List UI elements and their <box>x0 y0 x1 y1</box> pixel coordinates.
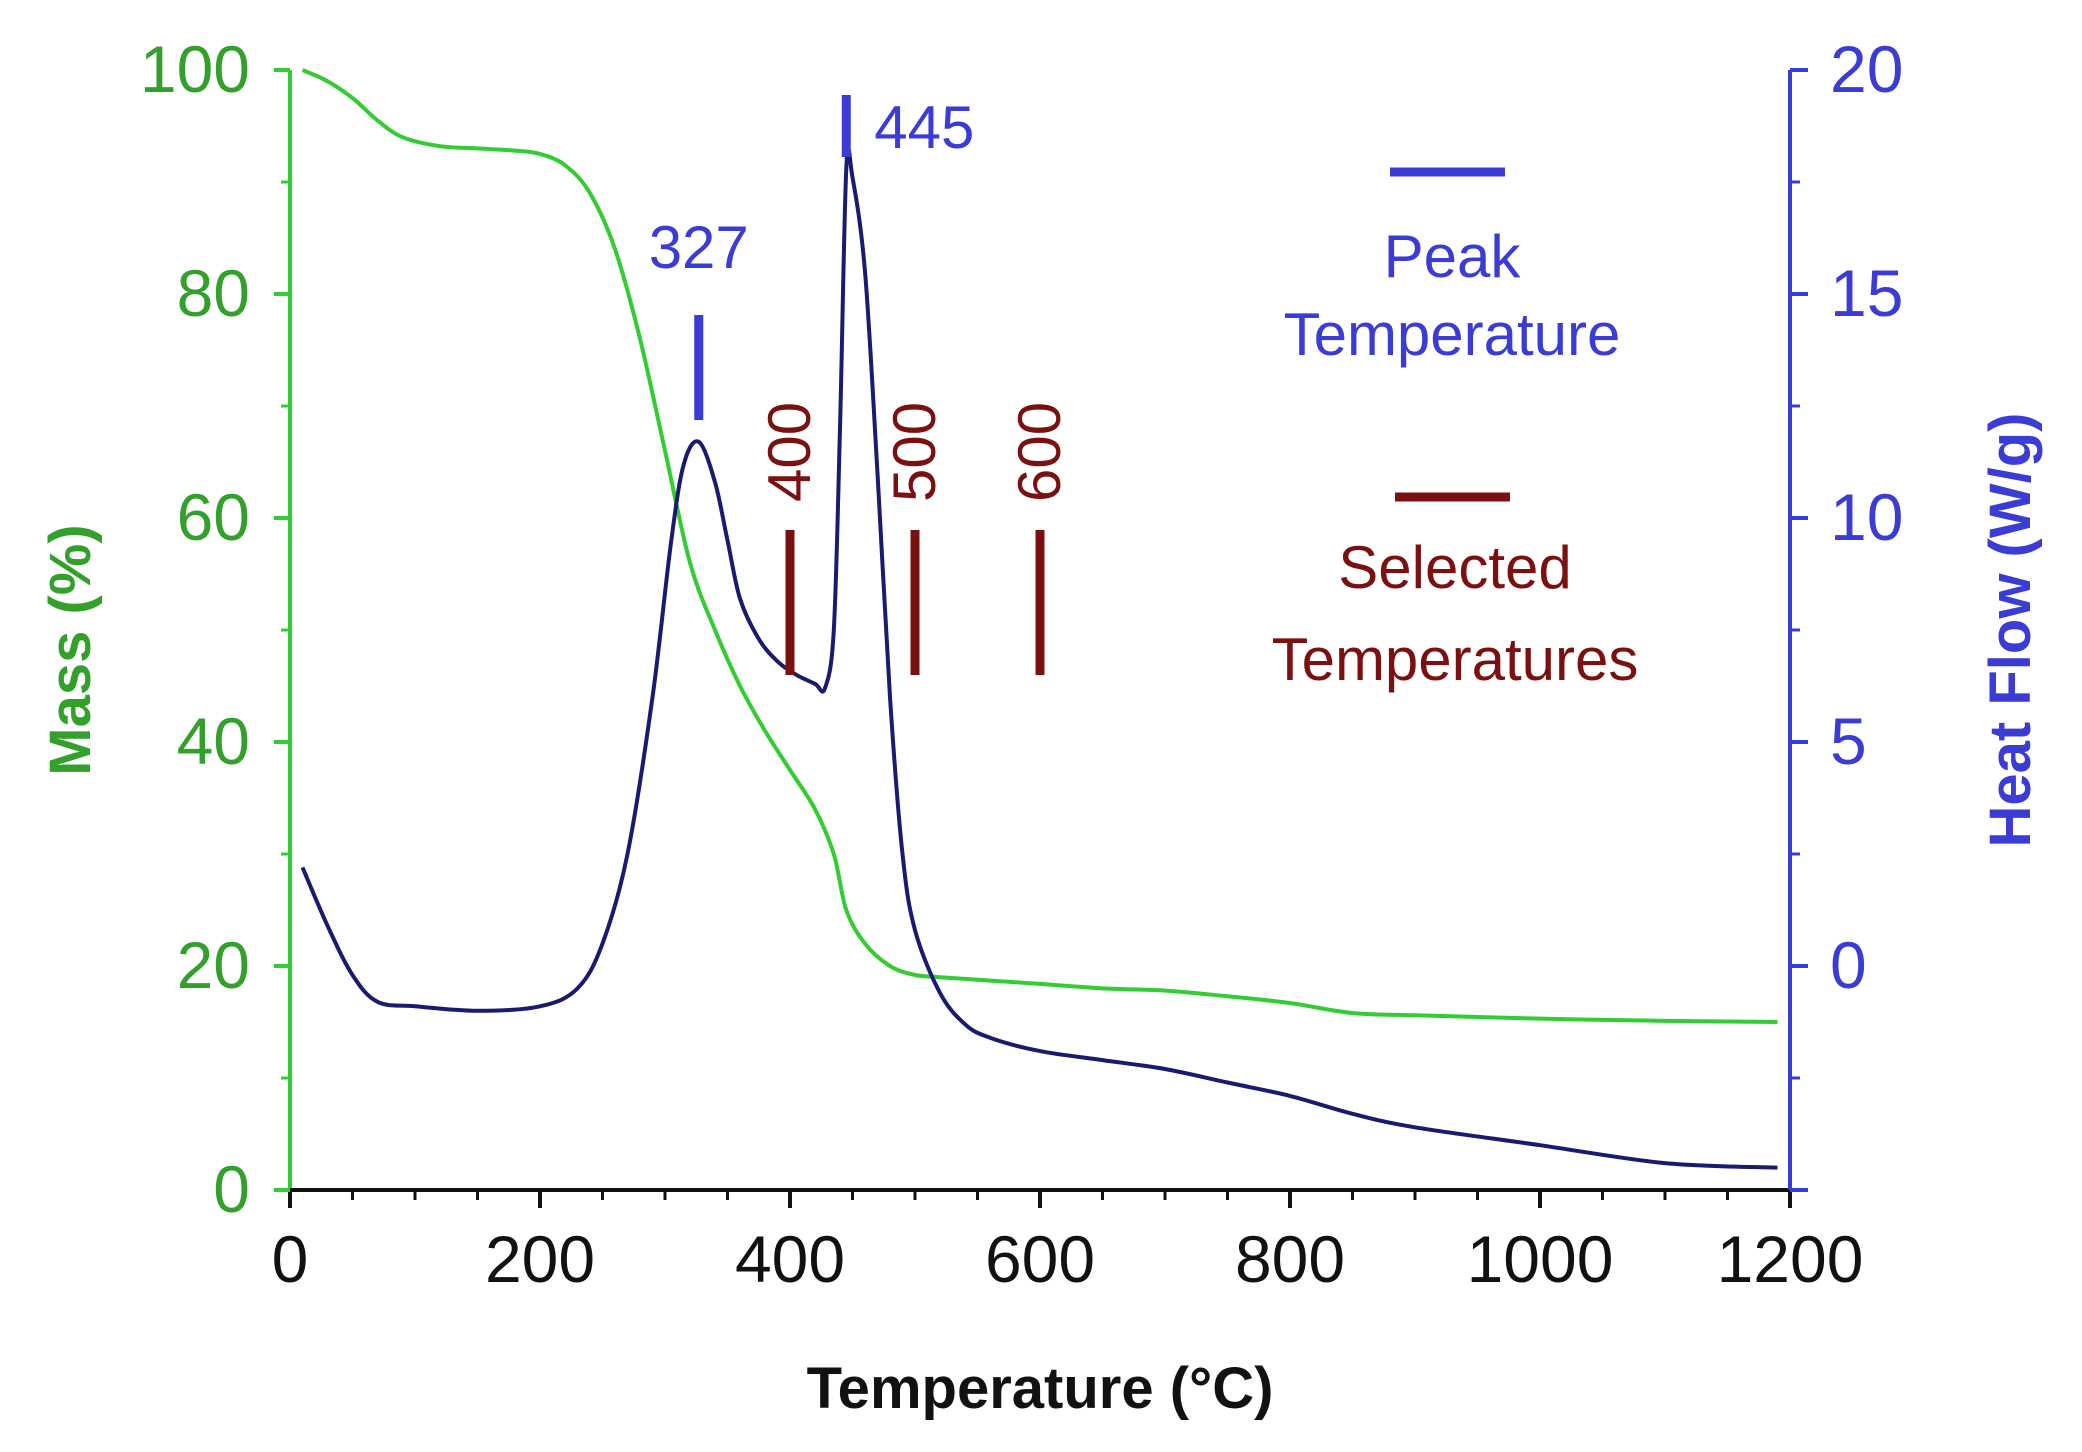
y-right-tick-label: 5 <box>1830 704 1867 778</box>
y-right-tick-label: 20 <box>1830 32 1903 106</box>
peak-marker-label: 327 <box>649 214 749 281</box>
legend: Peak Temperature Selected Temperatures <box>1272 167 1639 693</box>
heat-flow-series-line <box>300 146 1778 1170</box>
x-tick-label: 400 <box>735 1222 845 1296</box>
selected-temperature-markers: 400 500 600 <box>756 402 1073 675</box>
legend-selected-label-line1: Selected <box>1338 534 1572 601</box>
y-left-tick-label: 60 <box>177 480 250 554</box>
x-tick-label: 0 <box>272 1222 309 1296</box>
y-left-tick-label: 0 <box>213 1152 250 1226</box>
peak-temperature-markers: 327 445 <box>649 94 974 420</box>
y-left-tick-label: 80 <box>177 256 250 330</box>
y-left-axis-ticks: 0 20 40 60 80 100 <box>140 32 290 1226</box>
y-right-tick-label: 15 <box>1830 256 1903 330</box>
legend-selected-label-line2: Temperatures <box>1272 626 1639 693</box>
y-right-axis-ticks: 0 5 10 15 20 <box>1790 32 1903 1192</box>
mass-series-line <box>301 68 1778 1024</box>
x-tick-label: 200 <box>485 1222 595 1296</box>
y-right-tick-label: 10 <box>1830 480 1903 554</box>
x-axis-ticks: 0 200 400 600 800 1000 1200 <box>272 1190 1864 1296</box>
peak-marker-label: 445 <box>874 94 974 161</box>
selected-marker-label: 500 <box>881 402 948 502</box>
y-left-axis-title: Mass (%) <box>38 524 103 775</box>
selected-marker-label: 600 <box>1006 402 1073 502</box>
legend-peak-label-line1: Peak <box>1384 223 1522 290</box>
y-left-tick-label: 20 <box>177 928 250 1002</box>
legend-peak-label-line2: Temperature <box>1284 301 1621 368</box>
x-tick-label: 1000 <box>1467 1222 1614 1296</box>
selected-marker-label: 400 <box>756 402 823 502</box>
x-tick-label: 800 <box>1235 1222 1345 1296</box>
y-right-axis-title: Heat Flow (W/g) <box>1978 413 2043 848</box>
y-left-tick-label: 40 <box>177 704 250 778</box>
x-axis-title: Temperature (°C) <box>807 1356 1274 1421</box>
y-left-tick-label: 100 <box>140 32 250 106</box>
x-tick-label: 600 <box>985 1222 1095 1296</box>
y-right-tick-label: 0 <box>1830 928 1867 1002</box>
x-tick-label: 1200 <box>1717 1222 1864 1296</box>
